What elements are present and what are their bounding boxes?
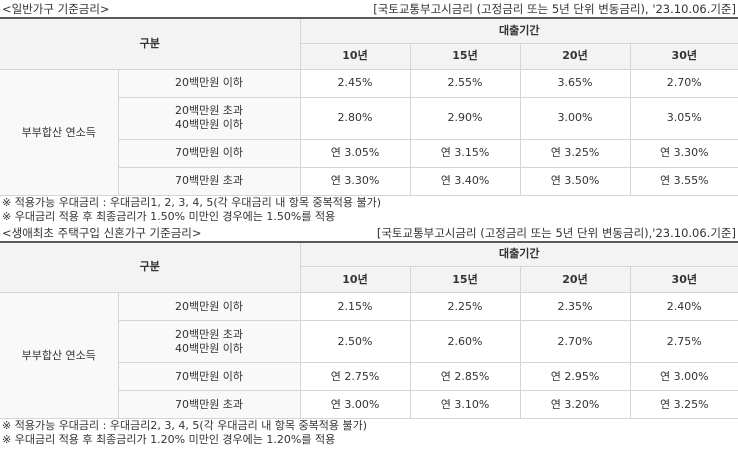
note-line: ※ 우대금리 적용 후 최종금리가 1.20% 미만인 경우에는 1.20%를 … [2, 433, 336, 446]
row-label-line: 20백만원 초과 [174, 104, 244, 117]
row-label-line: 40백만원 이하 [174, 118, 244, 131]
rate-section-general: <일반가구 기준금리> [국토교통부고시금리 (고정금리 또는 5년 단위 변동… [0, 0, 738, 224]
row-label-line: 40백만원 이하 [174, 341, 244, 355]
rate-cell: 2.60% [409, 320, 521, 363]
section-title-row: <생애최초 주택구입 신혼가구 기준금리> [국토교통부고시금리 (고정금리 또… [0, 224, 738, 241]
row-label-line: 70백만원 초과 [174, 397, 244, 411]
notes: ※ 적용가능 우대금리 : 우대금리2, 3, 4, 5(각 우대금리 내 항목… [0, 419, 738, 447]
row-label: 70백만원 이하 [118, 362, 301, 391]
rate-cell: 연 3.50% [519, 166, 631, 196]
header-term: 15년 [409, 266, 521, 293]
rate-cell: 2.35% [519, 292, 631, 321]
notes: ※ 적용가능 우대금리 : 우대금리1, 2, 3, 4, 5(각 우대금리 내… [0, 196, 738, 224]
rate-cell: 2.25% [409, 292, 521, 321]
rate-cell: 2.80% [299, 96, 411, 140]
header-term: 15년 [409, 42, 521, 70]
rate-cell: 2.75% [629, 320, 738, 363]
rate-cell: 연 2.95% [519, 362, 631, 391]
row-label: 20백만원 초과 40백만원 이하 [118, 320, 301, 363]
rate-cell: 연 3.55% [629, 166, 738, 196]
table-row: 70백만원 초과 연 3.00% 연 3.10% 연 3.20% 연 3.25% [0, 390, 738, 419]
rate-table: 구분 대출기간 10년 15년 20년 30년 부부합산 연소득 20백만원 이… [0, 240, 738, 419]
rate-cell: 2.15% [299, 292, 411, 321]
section-title-row: <일반가구 기준금리> [국토교통부고시금리 (고정금리 또는 5년 단위 변동… [0, 0, 738, 17]
table-row: 70백만원 초과 연 3.30% 연 3.40% 연 3.50% 연 3.55% [0, 166, 738, 196]
group-label-text: 부부합산 연소득 [21, 125, 96, 139]
rate-cell: 연 3.05% [299, 138, 411, 168]
header-loan-period: 대출기간 [299, 17, 738, 44]
rate-cell: 2.70% [629, 68, 738, 98]
group-label-income: 부부합산 연소득 [0, 292, 119, 419]
section-title: <생애최초 주택구입 신혼가구 기준금리> [2, 225, 202, 240]
header-category: 구분 [0, 241, 301, 293]
note-line: ※ 우대금리 적용 후 최종금리가 1.50% 미만인 경우에는 1.50%를 … [2, 209, 336, 223]
rate-cell: 연 3.40% [409, 166, 521, 196]
rate-cell: 연 3.15% [409, 138, 521, 168]
section-basis: [국토교통부고시금리 (고정금리 또는 5년 단위 변동금리),'23.10.0… [376, 225, 736, 240]
rate-cell: 연 3.00% [629, 362, 738, 391]
row-label: 20백만원 이하 [117, 292, 301, 321]
rate-cell: 3.65% [519, 68, 631, 98]
row-label: 70백만원 초과 [118, 390, 301, 419]
rate-cell: 연 2.85% [409, 362, 521, 391]
row-label-line: 20백만원 이하 [174, 76, 244, 89]
rate-cell: 연 3.30% [629, 138, 738, 168]
rate-cell: 연 3.25% [519, 138, 631, 168]
rate-cell: 2.70% [519, 320, 631, 363]
table-row: 20백만원 초과 40백만원 이하 2.50% 2.60% 2.70% 2.75… [0, 320, 738, 363]
rate-cell: 3.00% [519, 96, 631, 140]
rate-cell: 2.40% [629, 292, 738, 321]
rate-table: 구분 대출기간 10년 15년 20년 30년 부부합산 연소득 20백만원 이… [0, 17, 738, 196]
row-label: 70백만원 이하 [118, 138, 301, 168]
section-title: <일반가구 기준금리> [2, 2, 110, 16]
header-term: 20년 [519, 266, 631, 293]
rate-cell: 2.90% [409, 96, 521, 140]
rate-section-first-home-newlywed: <생애최초 주택구입 신혼가구 기준금리> [국토교통부고시금리 (고정금리 또… [0, 224, 738, 448]
rate-cell: 2.45% [299, 68, 411, 98]
header-term: 20년 [519, 42, 631, 70]
row-label-line: 20백만원 이하 [174, 299, 244, 313]
header-category: 구분 [0, 17, 301, 70]
rate-cell: 연 3.25% [629, 390, 738, 419]
rate-cell: 연 3.00% [299, 390, 411, 419]
rate-cell: 연 3.30% [299, 166, 411, 196]
row-label: 20백만원 이하 [117, 68, 301, 98]
section-basis: [국토교통부고시금리 (고정금리 또는 5년 단위 변동금리), '23.10.… [373, 2, 736, 16]
note-line: ※ 적용가능 우대금리 : 우대금리2, 3, 4, 5(각 우대금리 내 항목… [2, 419, 368, 432]
row-label: 70백만원 초과 [118, 166, 301, 196]
rate-cell: 연 3.20% [519, 390, 631, 419]
header-loan-period: 대출기간 [299, 241, 738, 267]
rate-cell: 3.05% [629, 96, 738, 140]
group-label-text: 부부합산 연소득 [21, 349, 96, 362]
header-term: 30년 [629, 266, 738, 293]
row-label-line: 70백만원 이하 [174, 146, 244, 159]
header-term: 30년 [629, 42, 738, 70]
row-label-line: 70백만원 초과 [174, 174, 244, 187]
row-label: 20백만원 초과 40백만원 이하 [118, 96, 301, 140]
rate-cell: 연 3.10% [409, 390, 521, 419]
row-label-line: 70백만원 이하 [174, 369, 244, 383]
table-row: 부부합산 연소득 20백만원 이하 2.45% 2.55% 3.65% 2.70… [0, 68, 738, 196]
rate-cell: 2.55% [409, 68, 521, 98]
note-line: ※ 적용가능 우대금리 : 우대금리1, 2, 3, 4, 5(각 우대금리 내… [2, 195, 382, 209]
rate-cell: 2.50% [299, 320, 411, 363]
table-row: 부부합산 연소득 20백만원 이하 2.15% 2.25% 2.35% 2.40… [0, 292, 738, 419]
header-term: 10년 [300, 266, 411, 293]
rate-cell: 연 2.75% [299, 362, 411, 391]
row-label-line: 20백만원 초과 [174, 327, 244, 341]
header-term: 10년 [300, 42, 411, 70]
group-label-income: 부부합산 연소득 [0, 68, 119, 196]
